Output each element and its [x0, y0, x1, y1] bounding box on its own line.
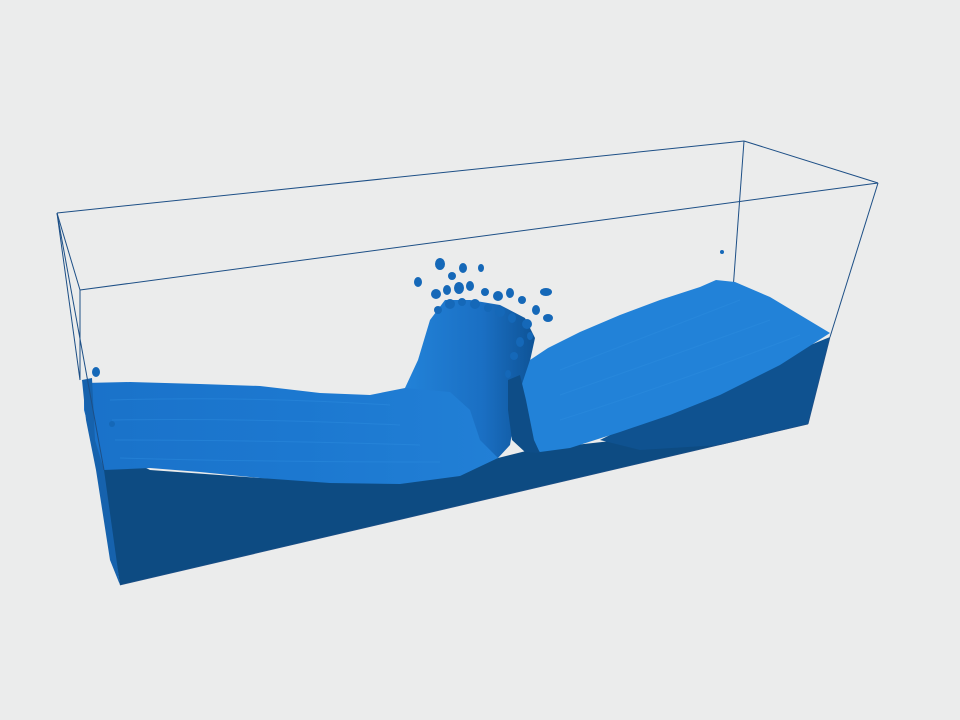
fluid-surface-right: [518, 280, 830, 452]
spray-droplets: [92, 250, 724, 427]
breaking-wave-crest: [405, 300, 535, 458]
tank-back-edges: [56, 140, 879, 381]
surface-texture: [109, 299, 801, 463]
fluid-surface-left: [84, 345, 510, 484]
fluid-left-edge: [82, 378, 120, 585]
tank-front-edges: [56, 182, 879, 586]
wave-trough-shadow: [508, 375, 540, 453]
fluid-front-face: [92, 337, 830, 585]
